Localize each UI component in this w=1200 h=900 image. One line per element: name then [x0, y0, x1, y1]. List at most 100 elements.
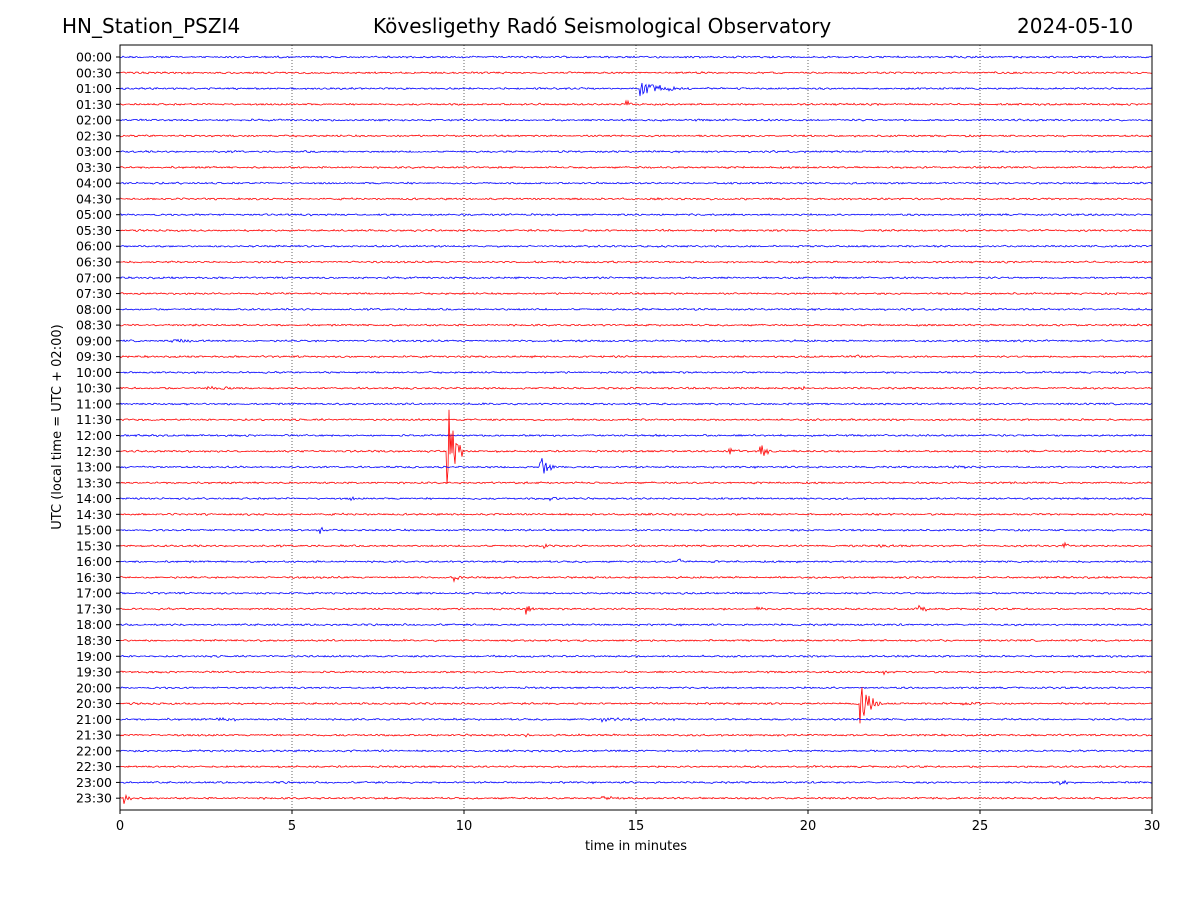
- y-tick-label: 00:30: [76, 65, 112, 80]
- trace-1800: [119, 623, 1153, 627]
- trace-0930: [119, 354, 1153, 359]
- y-tick-label: 01:30: [76, 97, 112, 112]
- trace-1230: [119, 409, 1153, 484]
- y-tick-label: 06:00: [76, 239, 112, 254]
- trace-1300: [119, 458, 1153, 474]
- y-tick-label: 21:00: [76, 712, 112, 727]
- y-tick-label: 04:30: [76, 191, 112, 206]
- y-tick-label: 11:30: [76, 412, 112, 427]
- y-tick-label: 15:30: [76, 538, 112, 553]
- trace-1130: [119, 417, 1153, 422]
- trace-2330: [119, 793, 1153, 804]
- trace-0600: [119, 244, 1153, 249]
- trace-1530: [119, 541, 1153, 549]
- x-tick-label: 30: [1144, 819, 1161, 834]
- y-tick-label: 13:00: [76, 460, 112, 475]
- trace-0430: [119, 197, 1153, 201]
- y-tick-label: 23:00: [76, 775, 112, 790]
- y-tick-label: 13:30: [76, 475, 112, 490]
- trace-0000: [119, 55, 1152, 59]
- x-tick-label: 5: [288, 819, 296, 834]
- trace-1430: [119, 512, 1153, 516]
- y-tick-label: 10:30: [76, 381, 112, 396]
- trace-1830: [119, 638, 1153, 643]
- y-tick-label: 05:30: [76, 223, 112, 238]
- y-tick-label: 21:30: [76, 728, 112, 743]
- trace-0800: [119, 307, 1153, 312]
- trace-0700: [119, 276, 1153, 280]
- trace-2030: [119, 687, 1153, 724]
- x-tick-label: 0: [116, 819, 124, 834]
- y-tick-label: 20:30: [76, 696, 112, 711]
- trace-0230: [119, 134, 1153, 138]
- y-axis-label: UTC (local time = UTC + 02:00): [50, 324, 65, 529]
- y-tick-label: 02:30: [76, 128, 112, 143]
- trace-0500: [119, 213, 1153, 217]
- chart-title: Kövesligethy Radó Seismological Observat…: [373, 14, 832, 38]
- y-tick-label: 15:00: [76, 523, 112, 538]
- trace-1030: [119, 385, 1153, 391]
- y-tick-label: 20:00: [76, 680, 112, 695]
- y-tick-label: 08:30: [76, 318, 112, 333]
- y-tick-label: 14:30: [76, 507, 112, 522]
- trace-2000: [119, 686, 1153, 690]
- trace-0100: [119, 82, 1153, 97]
- trace-1900: [119, 654, 1153, 658]
- trace-1630: [119, 575, 1153, 583]
- y-tick-label: 17:30: [76, 601, 112, 616]
- y-tick-label: 22:00: [76, 743, 112, 758]
- y-tick-label: 08:00: [76, 302, 112, 317]
- y-tick-label: 00:00: [76, 50, 112, 65]
- trace-2130: [119, 733, 1153, 738]
- y-tick-label: 19:00: [76, 649, 112, 664]
- trace-0030: [119, 71, 1153, 75]
- y-tick-label: 12:30: [76, 444, 112, 459]
- y-tick-label: 03:00: [76, 144, 112, 159]
- trace-0400: [119, 181, 1153, 185]
- y-tick-label: 11:00: [76, 396, 112, 411]
- trace-1000: [119, 370, 1153, 375]
- trace-1500: [119, 526, 1153, 534]
- trace-0730: [119, 291, 1153, 296]
- trace-2300: [119, 779, 1153, 786]
- date-label: 2024-05-10: [1017, 14, 1134, 38]
- y-tick-label: 12:00: [76, 428, 112, 443]
- station-label: HN_Station_PSZI4: [62, 14, 241, 38]
- y-tick-label: 18:00: [76, 617, 112, 632]
- y-tick-label: 23:30: [76, 791, 112, 806]
- trace-0530: [119, 228, 1153, 233]
- x-tick-label: 10: [456, 819, 473, 834]
- trace-1400: [119, 496, 1153, 502]
- y-tick-label: 07:30: [76, 286, 112, 301]
- y-tick-label: 16:30: [76, 570, 112, 585]
- y-tick-label: 16:00: [76, 554, 112, 569]
- trace-2200: [119, 749, 1153, 753]
- x-tick-label: 20: [800, 819, 817, 834]
- y-tick-label: 05:00: [76, 207, 112, 222]
- y-tick-label: 09:00: [76, 333, 112, 348]
- x-tick-label: 15: [628, 819, 645, 834]
- trace-1600: [119, 558, 1153, 564]
- x-tick-label: 25: [972, 819, 989, 834]
- y-tick-label: 06:30: [76, 255, 112, 270]
- trace-0630: [119, 260, 1153, 264]
- x-axis-label: time in minutes: [585, 839, 687, 854]
- trace-2230: [119, 765, 1153, 769]
- y-tick-label: 03:30: [76, 160, 112, 175]
- trace-2100: [119, 717, 1153, 723]
- y-tick-label: 14:00: [76, 491, 112, 506]
- trace-1730: [119, 604, 1153, 615]
- y-tick-label: 17:00: [76, 586, 112, 601]
- trace-0330: [119, 165, 1153, 170]
- trace-0900: [119, 338, 1152, 344]
- y-tick-label: 04:00: [76, 176, 112, 191]
- trace-1100: [119, 402, 1153, 406]
- y-tick-label: 02:00: [76, 113, 112, 128]
- trace-0200: [119, 118, 1153, 122]
- trace-0300: [119, 149, 1153, 154]
- trace-0130: [119, 99, 1153, 106]
- y-tick-label: 19:30: [76, 665, 112, 680]
- y-tick-label: 10:00: [76, 365, 112, 380]
- y-tick-label: 07:00: [76, 270, 112, 285]
- trace-1700: [119, 591, 1153, 596]
